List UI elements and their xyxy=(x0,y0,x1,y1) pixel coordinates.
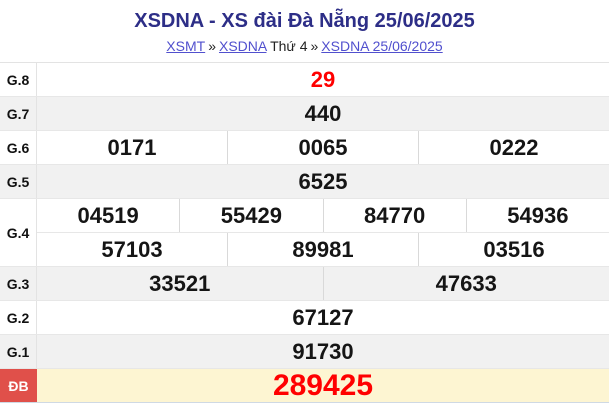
prize-value-g4-1: 04519 xyxy=(37,199,179,232)
prize-value-g6-1: 0171 xyxy=(37,131,227,164)
prize-value-g4-5: 57103 xyxy=(37,233,227,266)
breadcrumb-link-xsmt[interactable]: XSMT xyxy=(166,38,205,54)
prize-row-g3: G.3 33521 47633 xyxy=(0,267,609,301)
prize-value-g4-3: 84770 xyxy=(323,199,466,232)
breadcrumb-separator: » xyxy=(307,38,321,54)
prize-value-g2: 67127 xyxy=(37,301,609,334)
breadcrumb: XSMT»XSDNA Thứ 4»XSDNA 25/06/2025 xyxy=(0,37,609,55)
prize-row-db: ĐB 289425 xyxy=(0,369,609,403)
prize-label-g8: G.8 xyxy=(0,63,37,96)
prize-row-g6: G.6 0171 0065 0222 xyxy=(0,131,609,165)
breadcrumb-link-draw-date[interactable]: XSDNA 25/06/2025 xyxy=(321,38,442,54)
prize-row-g7: G.7 440 xyxy=(0,97,609,131)
prize-label-g5: G.5 xyxy=(0,165,37,198)
prize-label-g2: G.2 xyxy=(0,301,37,334)
prize-row-g8: G.8 29 xyxy=(0,63,609,97)
prize-value-g6-3: 0222 xyxy=(418,131,609,164)
prize-value-g4-6: 89981 xyxy=(227,233,418,266)
prize-label-db: ĐB xyxy=(0,369,37,402)
prize-row-g5: G.5 6525 xyxy=(0,165,609,199)
prize-value-g4-4: 54936 xyxy=(466,199,609,232)
prize-label-g1: G.1 xyxy=(0,335,37,368)
prize-value-g1: 91730 xyxy=(37,335,609,368)
prize-value-g5: 6525 xyxy=(37,165,609,198)
breadcrumb-link-xsdna[interactable]: XSDNA xyxy=(219,38,266,54)
prize-label-g3: G.3 xyxy=(0,267,37,300)
prize-value-g8: 29 xyxy=(37,63,609,96)
prize-label-g6: G.6 xyxy=(0,131,37,164)
prize-table: G.8 29 G.7 440 G.6 0171 0065 0222 G.5 65… xyxy=(0,62,609,403)
prize-value-g4-7: 03516 xyxy=(418,233,609,266)
prize-value-g4-2: 55429 xyxy=(179,199,322,232)
page-title: XSDNA - XS đài Đà Nẵng 25/06/2025 xyxy=(0,9,609,33)
prize-row-g4: G.4 04519 55429 84770 54936 57103 89981 … xyxy=(0,199,609,267)
prize-value-db: 289425 xyxy=(37,369,609,402)
prize-value-g3-2: 47633 xyxy=(323,267,609,300)
page-header: XSDNA - XS đài Đà Nẵng 25/06/2025 XSMT»X… xyxy=(0,0,609,62)
prize-label-g4: G.4 xyxy=(0,199,37,266)
prize-row-g2: G.2 67127 xyxy=(0,301,609,335)
breadcrumb-weekday: Thứ 4 xyxy=(270,38,307,54)
prize-row-g1: G.1 91730 xyxy=(0,335,609,369)
prize-label-g7: G.7 xyxy=(0,97,37,130)
breadcrumb-separator: » xyxy=(205,38,219,54)
prize-value-g3-1: 33521 xyxy=(37,267,323,300)
prize-value-g6-2: 0065 xyxy=(227,131,418,164)
prize-value-g7: 440 xyxy=(37,97,609,130)
